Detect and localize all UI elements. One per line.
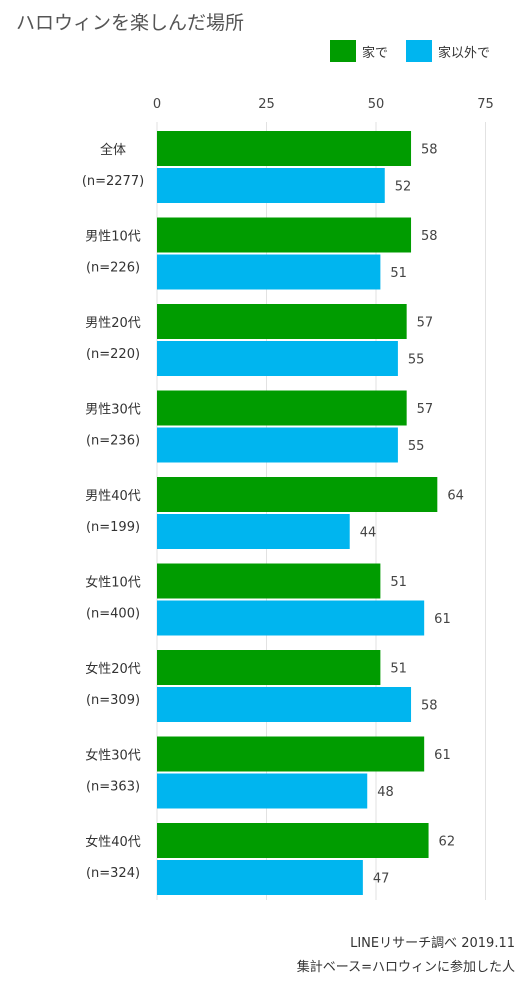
x-tick-label: 25 — [258, 97, 275, 112]
legend-swatch-home — [330, 40, 356, 62]
bar-home — [157, 131, 412, 166]
data-label: 61 — [434, 612, 451, 627]
data-label: 58 — [421, 229, 438, 244]
bar-home — [157, 304, 407, 339]
data-label: 51 — [390, 266, 407, 281]
bar-outside — [157, 254, 381, 290]
bar-home — [157, 563, 381, 599]
data-label: 52 — [395, 180, 412, 195]
category-sample-size: (n=226) — [86, 261, 140, 276]
legend-item-home: 家で — [330, 40, 388, 62]
data-label: 58 — [421, 143, 438, 158]
data-label: 48 — [377, 785, 394, 800]
bar-home — [157, 823, 429, 858]
category-sample-size: (n=324) — [86, 866, 140, 881]
bar-outside — [157, 600, 425, 636]
category-sample-size: (n=236) — [86, 434, 140, 449]
category-label: 女性10代 — [85, 575, 141, 591]
bar-outside — [157, 514, 350, 549]
data-label: 55 — [408, 439, 425, 454]
data-label: 51 — [390, 662, 407, 677]
bar-outside — [157, 168, 385, 203]
bar-outside — [157, 427, 398, 463]
bar-home — [157, 477, 438, 512]
data-label: 61 — [434, 748, 451, 763]
legend: 家で 家以外で — [330, 40, 508, 62]
category-sample-size: (n=199) — [86, 520, 140, 535]
category-label: 女性30代 — [85, 748, 141, 764]
x-tick-label: 50 — [368, 97, 385, 112]
legend-label-outside: 家以外で — [438, 45, 491, 61]
legend-label-home: 家で — [362, 45, 389, 61]
category-label: 男性40代 — [85, 489, 141, 504]
category-label: 女性20代 — [85, 661, 141, 677]
data-label: 57 — [417, 402, 434, 417]
bar-outside — [157, 687, 412, 722]
bar-outside — [157, 860, 363, 895]
data-label: 55 — [408, 353, 425, 368]
category-sample-size: (n=2277) — [82, 174, 144, 189]
category-sample-size: (n=400) — [86, 607, 140, 622]
data-label: 58 — [421, 699, 438, 714]
chart-title: ハロウィンを楽しんだ場所 — [16, 12, 245, 34]
x-tick-label: 0 — [153, 97, 161, 112]
category-sample-size: (n=220) — [86, 347, 140, 362]
bar-outside — [157, 341, 398, 376]
data-label: 51 — [390, 575, 407, 590]
source-note: LINEリサーチ調べ 2019.11 — [350, 936, 515, 951]
category-sample-size: (n=363) — [86, 780, 140, 795]
data-label: 62 — [439, 835, 456, 850]
bar-home — [157, 217, 412, 253]
legend-item-outside: 家以外で — [406, 40, 490, 62]
bar-outside — [157, 773, 368, 809]
bar-home — [157, 390, 407, 426]
data-label: 44 — [360, 526, 377, 541]
x-tick-label: 75 — [477, 97, 494, 112]
category-sample-size: (n=309) — [86, 693, 140, 708]
category-label: 男性30代 — [85, 403, 141, 418]
category-label: 男性20代 — [85, 316, 141, 331]
bar-home — [157, 736, 425, 772]
data-label: 57 — [417, 316, 434, 331]
legend-swatch-outside — [406, 40, 433, 62]
bar-home — [157, 650, 381, 685]
data-label: 47 — [373, 872, 390, 887]
category-label: 男性10代 — [85, 230, 141, 245]
category-label: 全体 — [100, 142, 126, 158]
data-label: 64 — [447, 489, 464, 504]
category-label: 女性40代 — [85, 834, 141, 850]
base-note: 集計ベース=ハロウィンに参加した人 — [296, 960, 515, 975]
